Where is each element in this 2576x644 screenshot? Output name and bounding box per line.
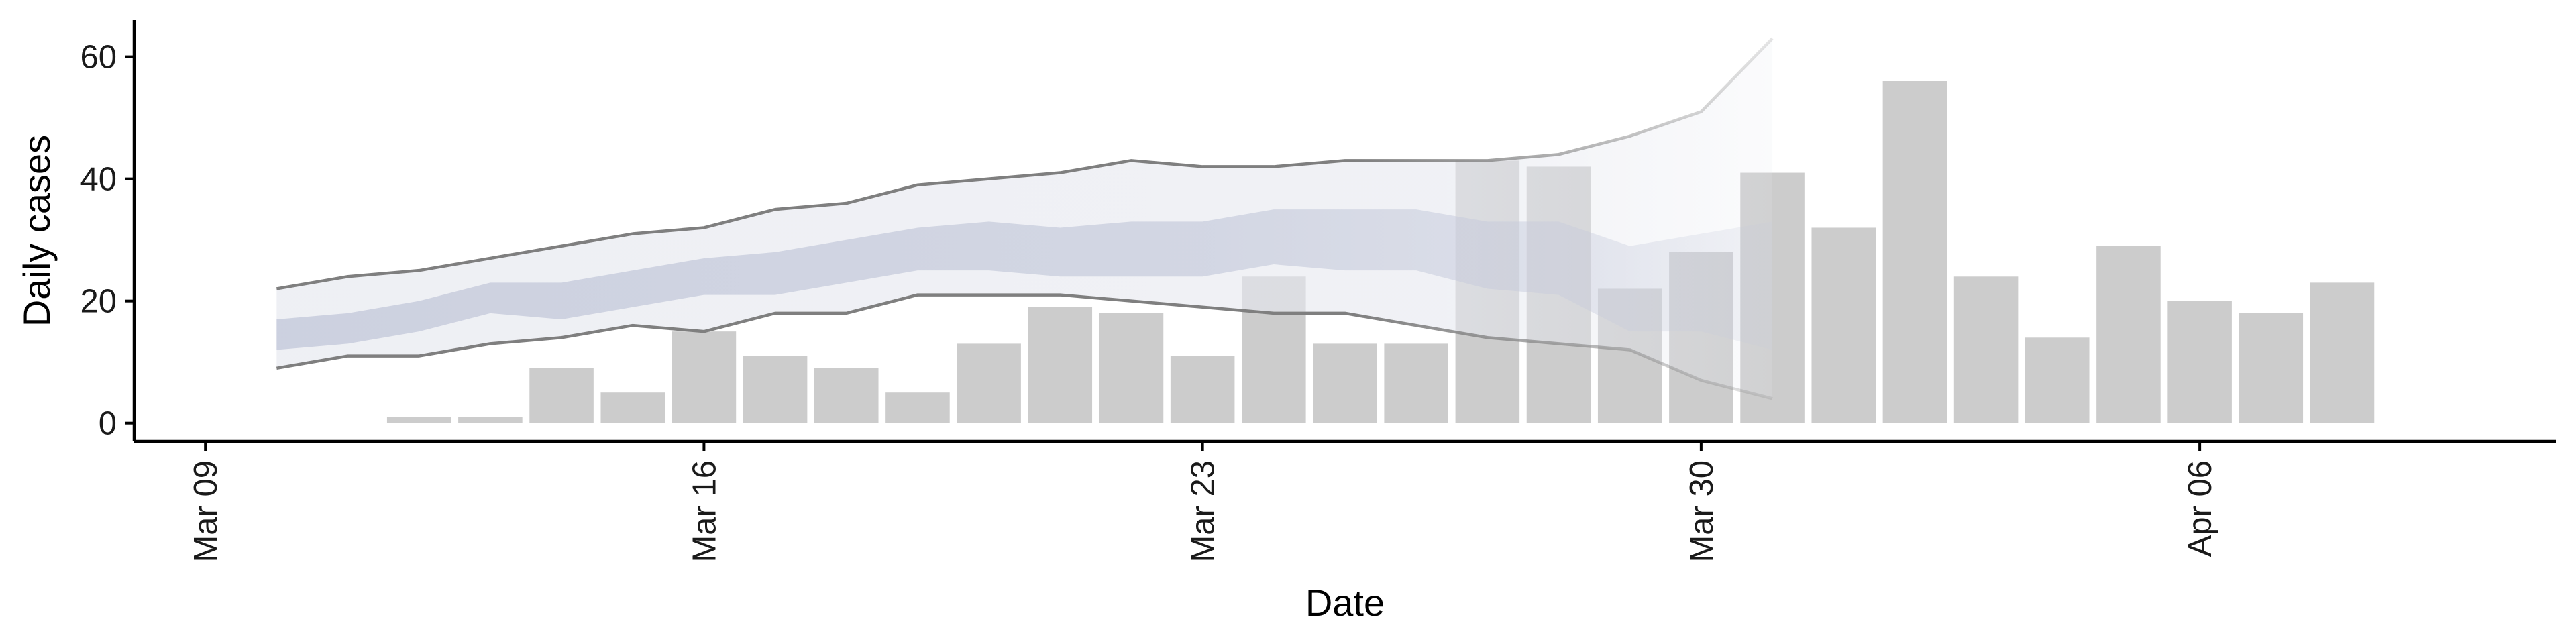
bar [600, 392, 665, 423]
bar [458, 417, 523, 423]
bar [2310, 282, 2375, 423]
interval-band-layer [276, 37, 1774, 400]
bar [1882, 81, 1947, 423]
outer-interval-band [276, 38, 1773, 399]
bar [529, 368, 594, 423]
bar [957, 343, 1021, 423]
axes-layer: 0 20 40 60 Mar 09 Mar 16 Mar 23 Mar 30 Apr 06 [80, 20, 2556, 563]
x-tick-label: Mar 30 [1684, 460, 1720, 563]
y-tick-label: 20 [80, 284, 117, 320]
bar [1170, 356, 1235, 423]
bar [743, 356, 808, 423]
bar [672, 331, 737, 423]
y-tick-label: 0 [99, 406, 117, 442]
x-tick-label: Mar 09 [188, 460, 224, 563]
x-axis-title: Date [1305, 582, 1385, 624]
y-tick-label: 40 [80, 162, 117, 198]
bar [2096, 246, 2161, 423]
bar [1028, 307, 1093, 423]
y-tick-label: 60 [80, 40, 117, 76]
bar [386, 417, 451, 423]
upper-bound-line [276, 37, 1774, 290]
bar [1953, 276, 2019, 423]
lower-bound-line [276, 293, 1773, 400]
x-tick-label: Mar 23 [1185, 460, 1222, 563]
bar [2025, 337, 2090, 423]
y-axis-title: Daily cases [15, 135, 58, 327]
bar [1811, 227, 1876, 423]
bar [1099, 313, 1164, 423]
bar [2239, 313, 2304, 423]
bar [885, 392, 950, 423]
bar [2167, 301, 2232, 423]
x-tick-label: Apr 06 [2182, 460, 2218, 557]
bar [1313, 343, 1377, 423]
bar [814, 368, 879, 423]
bar [1384, 343, 1448, 423]
x-tick-label: Mar 16 [686, 460, 722, 563]
inner-interval-band [276, 209, 1773, 350]
